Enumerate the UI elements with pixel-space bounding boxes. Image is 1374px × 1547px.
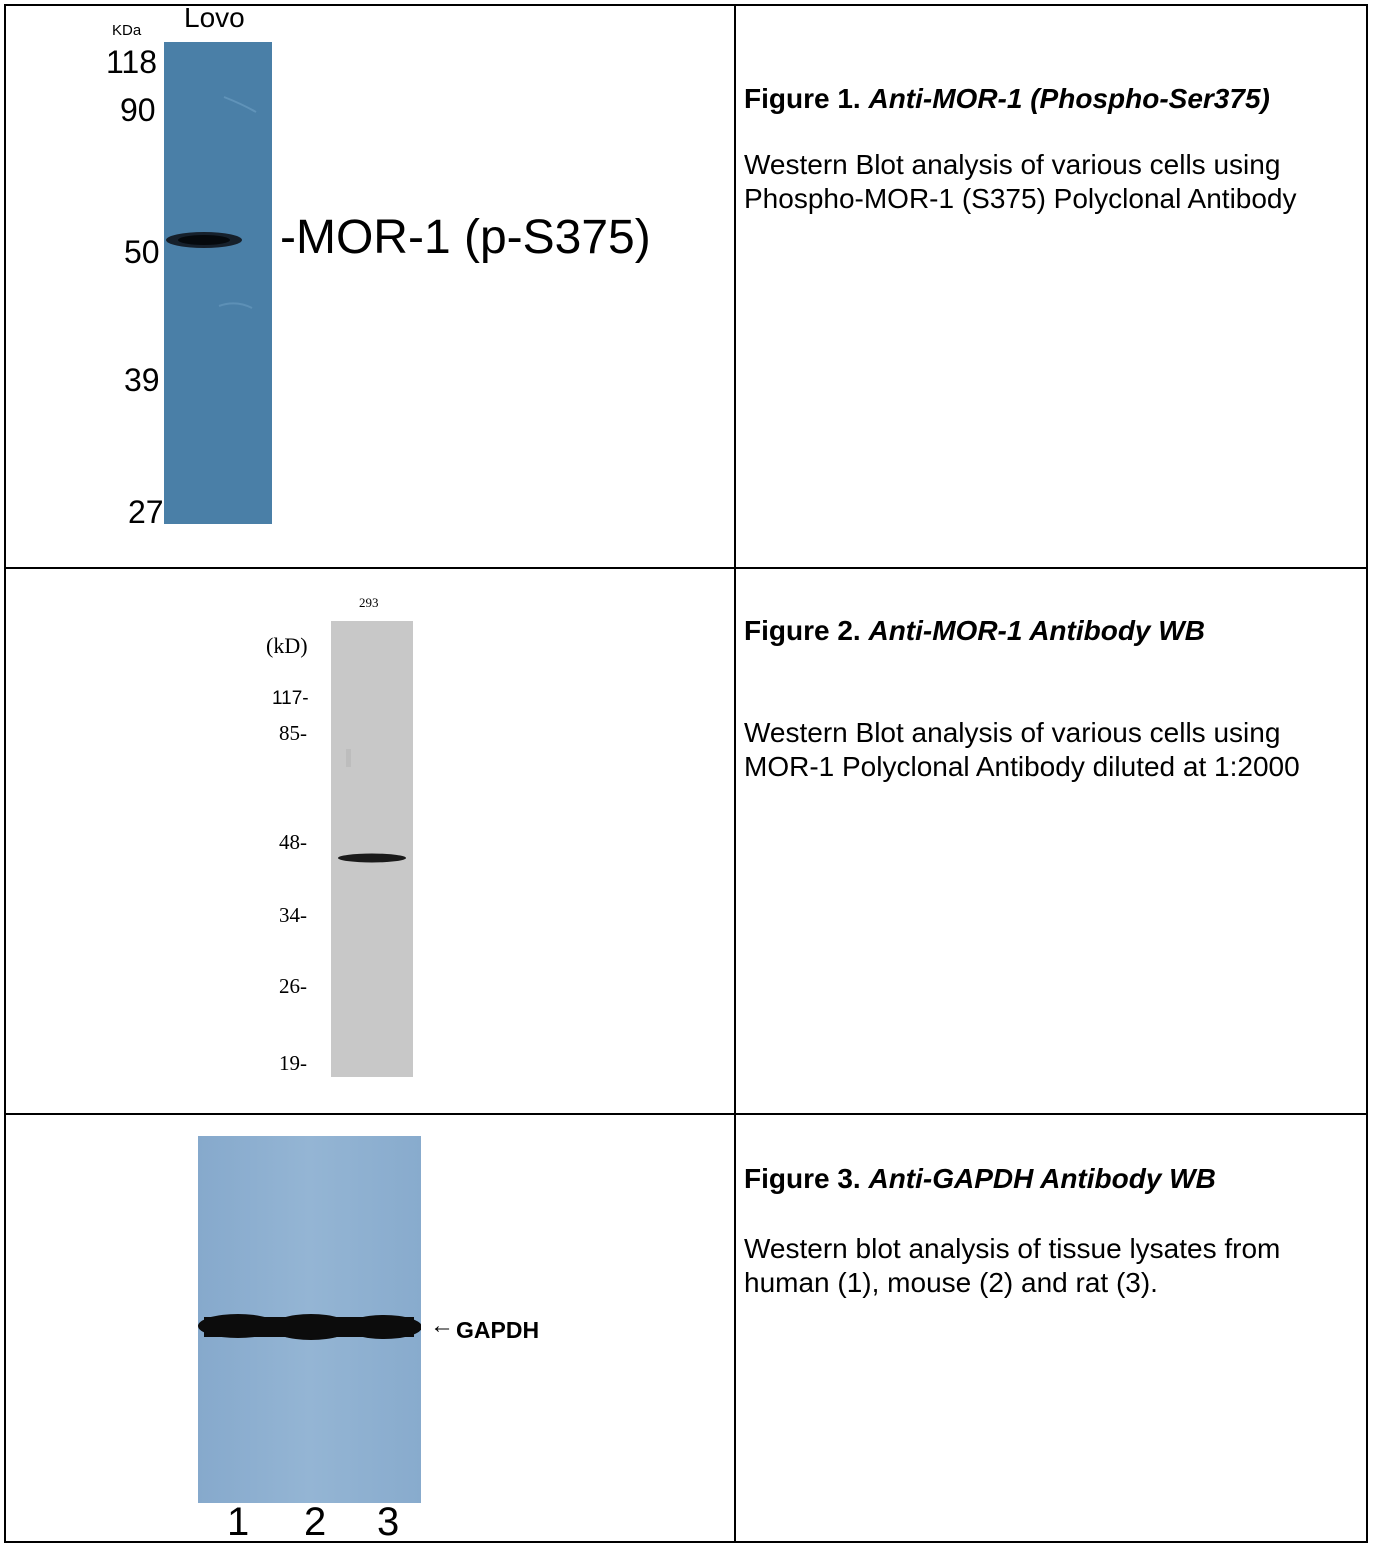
lane-label: 1 [227,1500,250,1544]
blot-unit-label: KDa [112,22,142,39]
row-divider [6,567,1366,569]
marker-label: 50 [124,234,160,270]
lane-label: 2 [304,1500,327,1544]
caption-title: Figure 3. Anti-GAPDH Antibody WB [744,1162,1354,1196]
caption-description: Western Blot analysis of various cells u… [744,717,1300,782]
marker-label: 39 [124,362,160,398]
marker-label: 27 [128,494,164,530]
band-label: -MOR-1 (p-S375) [280,211,651,264]
marker-label: 85- [279,721,307,745]
marker-label: 90 [120,92,156,128]
figure-2-caption: Figure 2. Anti-MOR-1 Antibody WB Western… [744,614,1354,784]
marker-label: 26- [279,974,307,998]
caption-description: Western Blot analysis of various cells u… [744,149,1297,214]
blot-unit-label: (kD) [266,633,308,658]
band-arrow: ← [430,1312,454,1339]
caption-prefix: Figure 2. [744,615,861,646]
caption-name: Anti-MOR-1 (Phospho-Ser375) [868,83,1270,114]
caption-prefix: Figure 3. [744,1163,861,1194]
blot-membrane [331,621,413,1077]
marker-label: 118 [106,44,158,80]
caption-name: Anti-GAPDH Antibody WB [868,1163,1216,1194]
lane-label: Lovo [184,2,245,33]
figure-table [4,4,1368,1543]
lane-label: 3 [377,1500,400,1544]
row-divider [6,1113,1366,1115]
caption-prefix: Figure 1. [744,83,861,114]
column-divider [734,6,736,1541]
caption-description: Western blot analysis of tissue lysates … [744,1233,1281,1298]
caption-title: Figure 2. Anti-MOR-1 Antibody WB [744,614,1354,648]
blot-membrane [198,1136,421,1503]
marker-label: 34- [279,903,307,927]
blot-membrane [164,42,272,524]
figure-1-caption: Figure 1. Anti-MOR-1 (Phospho-Ser375) We… [744,82,1354,216]
marker-label: 48- [279,830,307,854]
marker-label: 19- [279,1051,307,1075]
marker-label: 117- [272,688,309,709]
caption-title: Figure 1. Anti-MOR-1 (Phospho-Ser375) [744,82,1354,116]
lane-label: 293 [359,595,379,610]
band-label: GAPDH [456,1317,540,1343]
figure-3-caption: Figure 3. Anti-GAPDH Antibody WB Western… [744,1162,1354,1300]
caption-name: Anti-MOR-1 Antibody WB [868,615,1205,646]
